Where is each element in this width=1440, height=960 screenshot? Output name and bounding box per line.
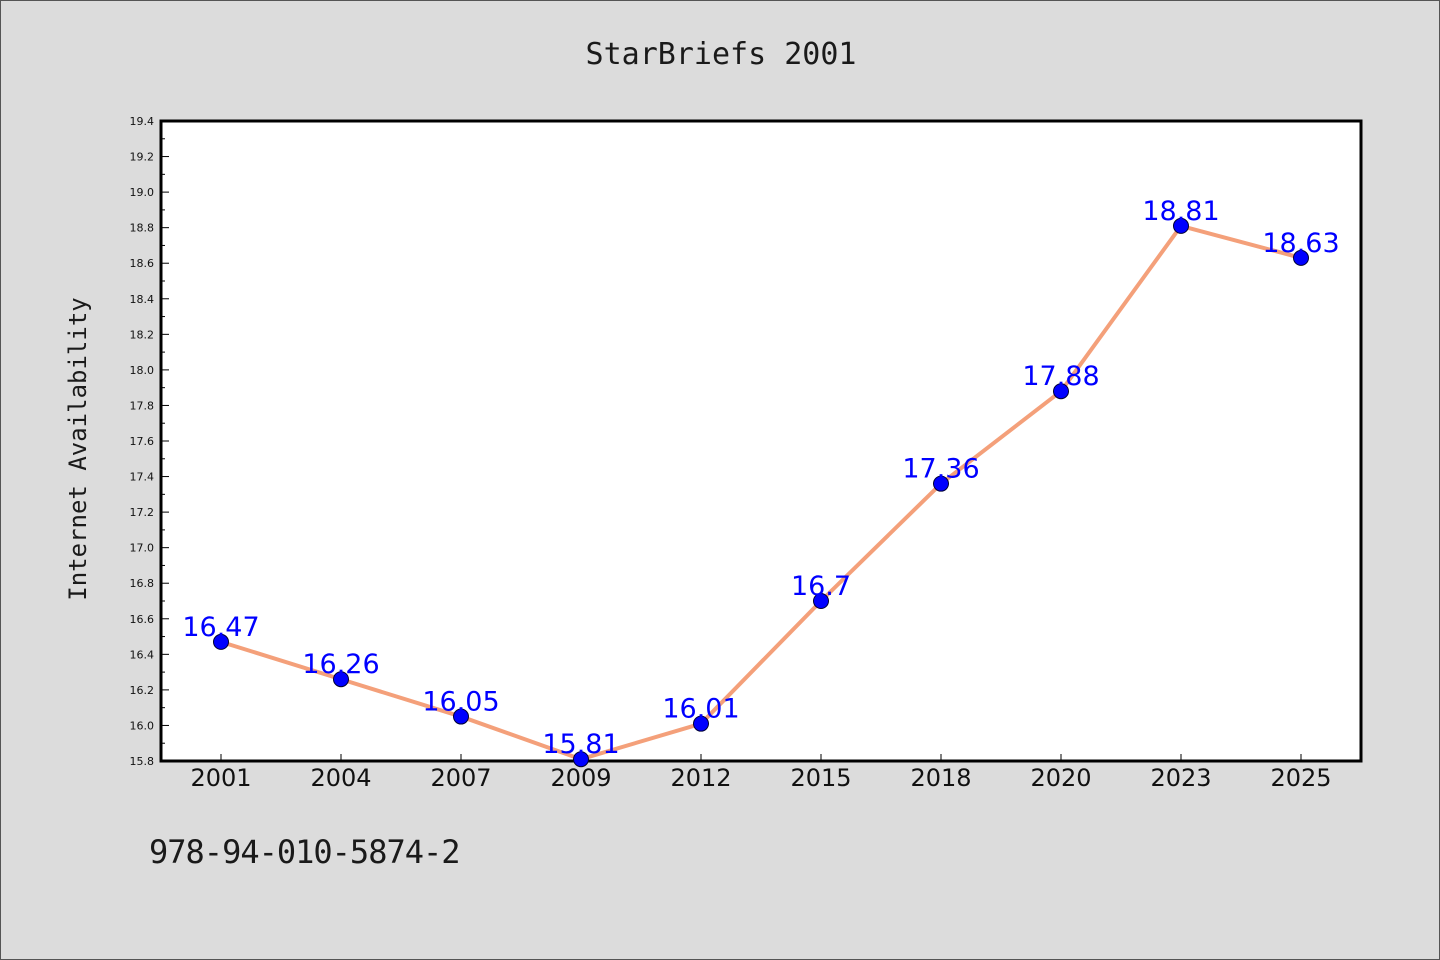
data-point (693, 715, 709, 732)
data-point (1053, 383, 1069, 400)
y-tick-label: 17.8 (130, 399, 155, 412)
y-axis-label: Internet Availability (64, 297, 92, 600)
data-point (1173, 217, 1189, 234)
data-point (1293, 249, 1309, 266)
y-tick-label: 17.6 (130, 435, 155, 448)
y-tick-label: 16.6 (130, 613, 155, 626)
data-point (813, 593, 829, 609)
y-tick-label: 17.2 (130, 506, 155, 519)
x-tick-label: 2018 (910, 764, 971, 792)
data-label: 16.47 (182, 612, 259, 643)
y-tick-label: 18.4 (130, 293, 155, 306)
x-tick-label: 2012 (670, 764, 731, 792)
data-label: 16.01 (662, 694, 739, 725)
data-label: 17.88 (1022, 361, 1099, 392)
data-label: 16.26 (302, 649, 379, 680)
x-tick-label: 2001 (190, 764, 251, 792)
x-tick-label: 2023 (1150, 764, 1211, 792)
data-label: 17.36 (902, 454, 979, 485)
x-tick-label: 2007 (430, 764, 491, 792)
x-tick-label: 2015 (790, 764, 851, 792)
y-tick-label: 19.2 (130, 151, 155, 164)
x-tick-label: 2025 (1270, 764, 1331, 792)
plot-frame (159, 119, 1363, 763)
y-tick-label: 16.8 (130, 577, 155, 590)
y-tick-label: 16.0 (130, 719, 155, 732)
data-label: 18.63 (1262, 228, 1339, 259)
y-tick-label: 18.8 (130, 222, 155, 235)
series-line (219, 223, 1303, 762)
y-tick-label: 19.0 (130, 186, 155, 199)
data-label: 15.81 (542, 729, 619, 760)
y-tick-label: 18.2 (130, 328, 155, 341)
x-tick-label: 2004 (310, 764, 371, 792)
plot-area (161, 121, 1361, 761)
y-tick-label: 16.2 (130, 684, 155, 697)
data-point (333, 671, 349, 688)
y-tick-label: 19.4 (130, 115, 155, 128)
data-label: 16.7 (791, 571, 851, 602)
y-tick-label: 18.0 (130, 364, 155, 377)
chart-title: StarBriefs 2001 (586, 37, 857, 72)
x-tick-label: 2009 (550, 764, 611, 792)
data-point (933, 475, 949, 492)
data-point (213, 633, 229, 650)
y-tick-label: 15.8 (130, 755, 155, 768)
data-point (453, 708, 469, 725)
data-label: 16.05 (422, 687, 499, 718)
isbn-caption: 978-94-010-5874-2 (149, 833, 461, 871)
data-point (573, 751, 589, 768)
data-label: 18.81 (1142, 196, 1219, 227)
y-tick-label: 17.0 (130, 542, 155, 555)
y-tick-label: 18.6 (130, 257, 155, 270)
y-tick-label: 16.4 (130, 648, 155, 661)
y-tick-label: 17.4 (130, 471, 155, 484)
x-tick-label: 2020 (1030, 764, 1091, 792)
